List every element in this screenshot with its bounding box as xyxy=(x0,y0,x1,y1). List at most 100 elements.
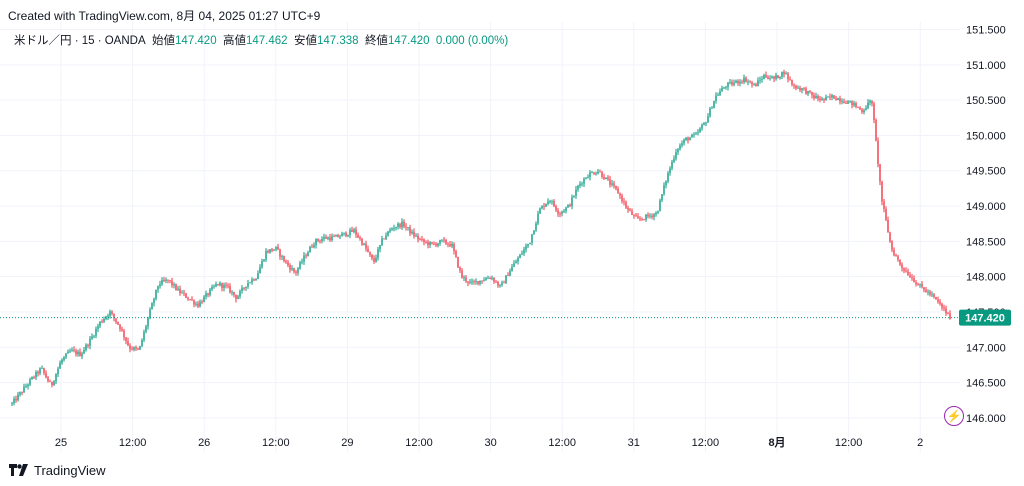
candle-body xyxy=(159,284,161,287)
candle-body xyxy=(407,227,409,229)
candle-body xyxy=(485,278,487,281)
candle-body xyxy=(641,219,643,220)
chart-canvas[interactable]: 146.000146.500147.000147.500148.000148.5… xyxy=(0,22,1024,462)
x-tick-label: 2 xyxy=(917,437,923,449)
candle-body xyxy=(519,254,521,259)
candle-body xyxy=(229,285,231,293)
legend-change: 0.000 (0.00%) xyxy=(435,35,509,47)
candle-body xyxy=(443,239,445,241)
tradingview-logo[interactable]: TradingView xyxy=(9,462,106,478)
candle-body xyxy=(253,279,255,281)
candle-body xyxy=(225,284,227,286)
candle-body xyxy=(541,205,543,209)
candle-body xyxy=(657,211,659,213)
candle-body xyxy=(743,77,745,83)
candle-body xyxy=(111,311,113,314)
candle-body xyxy=(203,296,205,303)
candle-body xyxy=(29,379,31,385)
candle-body xyxy=(303,255,305,262)
candle-body xyxy=(437,243,439,246)
candle-body xyxy=(589,172,591,178)
candle-body xyxy=(727,82,729,88)
candle-body xyxy=(821,98,823,101)
candle-body xyxy=(201,301,203,303)
candle-body xyxy=(469,281,471,283)
candle-body xyxy=(749,81,751,83)
candle-body xyxy=(19,392,21,395)
candle-body xyxy=(477,281,479,284)
candle-body xyxy=(343,232,345,234)
y-axis: 146.000146.500147.000147.500148.000148.5… xyxy=(966,25,1006,425)
candle-body xyxy=(481,280,483,282)
candle-body xyxy=(811,91,813,96)
candle-body xyxy=(903,268,905,271)
candle-body xyxy=(281,255,283,257)
candle-body xyxy=(349,229,351,236)
candle-body xyxy=(677,149,679,153)
candle-body xyxy=(467,281,469,283)
candle-body xyxy=(367,248,369,252)
candle-body xyxy=(221,282,223,288)
candle-body xyxy=(623,201,625,203)
candle-body xyxy=(591,172,593,174)
candle-body xyxy=(669,168,671,174)
candle-body xyxy=(797,87,799,89)
candle-body xyxy=(255,278,257,281)
candle-body xyxy=(439,239,441,244)
candle-body xyxy=(161,280,163,285)
candle-body xyxy=(147,317,149,327)
candle-body xyxy=(195,303,197,305)
candle-body xyxy=(551,201,553,202)
candle-body xyxy=(135,347,137,349)
candle-body xyxy=(751,82,753,85)
lightning-icon[interactable]: ⚡ xyxy=(944,406,964,426)
candle-body xyxy=(605,177,607,180)
candle-body xyxy=(913,278,915,283)
candle-body xyxy=(859,107,861,110)
candle-body xyxy=(549,201,551,203)
candle-body xyxy=(699,128,701,133)
candle-body xyxy=(619,193,621,196)
candle-body xyxy=(189,299,191,300)
candle-body xyxy=(373,258,375,262)
candle-body xyxy=(91,336,93,339)
candle-body xyxy=(183,292,185,294)
candle-body xyxy=(655,212,657,215)
candle-body xyxy=(663,185,665,195)
candle-body xyxy=(723,87,725,89)
candle-body xyxy=(757,80,759,87)
candle-body xyxy=(369,251,371,255)
candle-body xyxy=(719,91,721,95)
candle-body xyxy=(35,371,37,378)
candle-body xyxy=(537,213,539,224)
candle-body xyxy=(703,122,705,125)
candle-body xyxy=(347,235,349,236)
candle-body xyxy=(505,275,507,283)
last-price-tag: 147.420 xyxy=(959,309,1011,326)
candle-body xyxy=(459,267,461,271)
candle-body xyxy=(843,101,845,103)
candle-body xyxy=(877,140,879,165)
candle-body xyxy=(493,277,495,282)
candle-body xyxy=(109,311,111,316)
created-with-text: Created with TradingView.com, 8月 04, 202… xyxy=(8,9,321,23)
price-chart[interactable]: 146.000146.500147.000147.500148.000148.5… xyxy=(0,22,1024,462)
candle-body xyxy=(199,301,201,307)
candle-body xyxy=(21,392,23,393)
candle-body xyxy=(187,297,189,300)
candle-body xyxy=(331,236,333,241)
candle-body xyxy=(245,286,247,288)
candle-body xyxy=(571,197,573,207)
candle-body xyxy=(587,177,589,179)
candle-body xyxy=(517,258,519,262)
candle-body xyxy=(173,284,175,286)
candle-body xyxy=(515,261,517,264)
candle-body xyxy=(197,303,199,307)
candle-body xyxy=(275,246,277,250)
candle-body xyxy=(923,287,925,290)
candle-body xyxy=(427,241,429,246)
candle-body xyxy=(931,294,933,296)
candle-body xyxy=(283,255,285,262)
candle-body xyxy=(207,293,209,295)
candle-body xyxy=(235,295,237,299)
